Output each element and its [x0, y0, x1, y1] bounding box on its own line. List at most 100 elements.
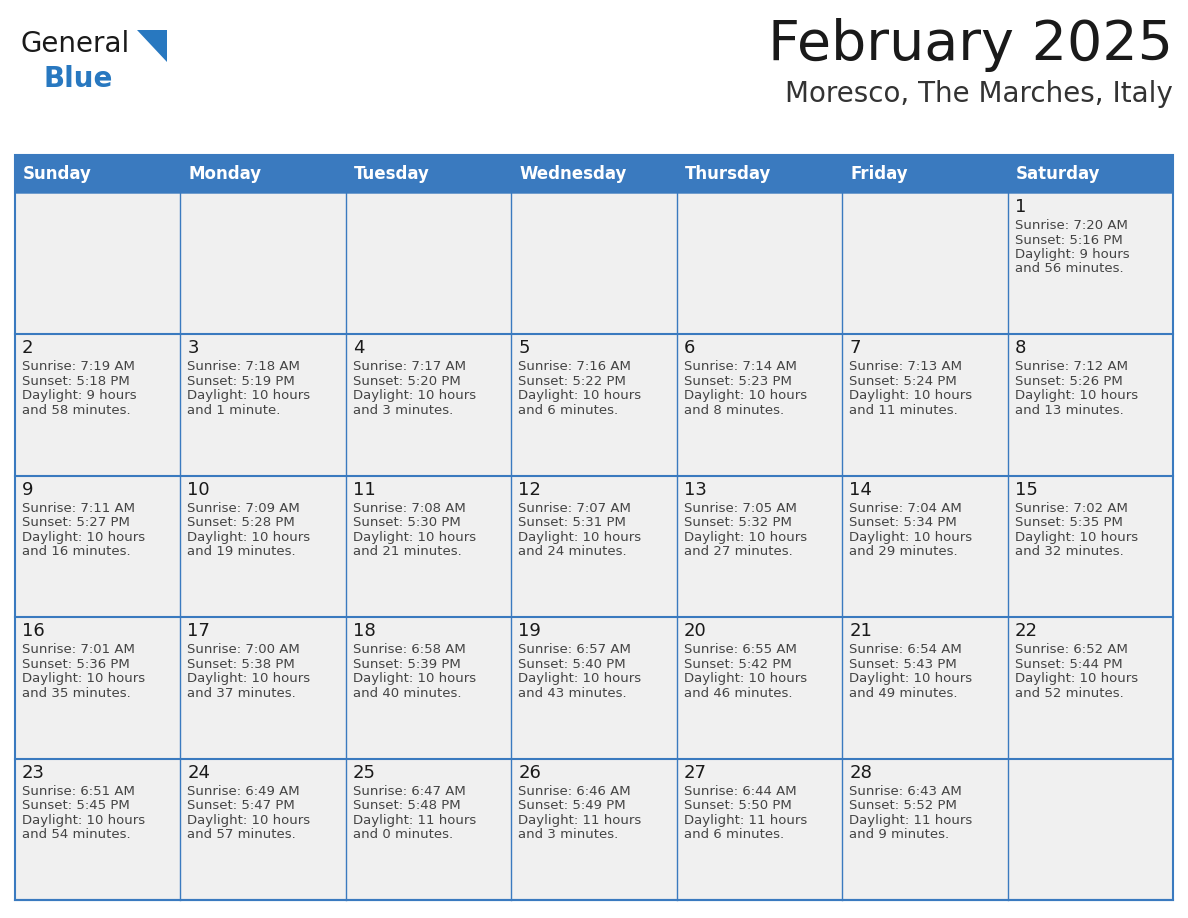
Text: February 2025: February 2025 — [767, 18, 1173, 72]
Text: and 9 minutes.: and 9 minutes. — [849, 828, 949, 841]
Text: Daylight: 10 hours: Daylight: 10 hours — [1015, 389, 1138, 402]
Bar — [842, 617, 1007, 758]
Bar — [842, 193, 1007, 334]
Bar — [1007, 617, 1173, 758]
Text: Daylight: 11 hours: Daylight: 11 hours — [353, 813, 476, 826]
Bar — [842, 155, 1007, 193]
Text: Daylight: 11 hours: Daylight: 11 hours — [849, 813, 973, 826]
Text: Sunset: 5:31 PM: Sunset: 5:31 PM — [518, 516, 626, 530]
Text: Daylight: 10 hours: Daylight: 10 hours — [518, 531, 642, 543]
Bar — [181, 155, 346, 193]
Text: Sunrise: 7:04 AM: Sunrise: 7:04 AM — [849, 502, 962, 515]
Text: Daylight: 10 hours: Daylight: 10 hours — [353, 389, 476, 402]
Text: and 57 minutes.: and 57 minutes. — [188, 828, 296, 841]
Text: 6: 6 — [684, 340, 695, 357]
Bar — [511, 476, 677, 617]
Text: Sunset: 5:40 PM: Sunset: 5:40 PM — [518, 657, 626, 671]
Text: Sunrise: 6:43 AM: Sunrise: 6:43 AM — [849, 785, 962, 798]
Bar — [677, 476, 842, 617]
Bar — [181, 334, 346, 476]
Bar — [842, 758, 1007, 900]
Text: and 0 minutes.: and 0 minutes. — [353, 828, 453, 841]
Text: Sunset: 5:43 PM: Sunset: 5:43 PM — [849, 657, 956, 671]
Bar — [1007, 758, 1173, 900]
Text: Sunrise: 6:49 AM: Sunrise: 6:49 AM — [188, 785, 301, 798]
Text: Daylight: 10 hours: Daylight: 10 hours — [1015, 531, 1138, 543]
Text: Daylight: 9 hours: Daylight: 9 hours — [1015, 248, 1130, 261]
Text: Sunrise: 6:57 AM: Sunrise: 6:57 AM — [518, 644, 631, 656]
Text: 3: 3 — [188, 340, 198, 357]
Bar — [511, 155, 677, 193]
Text: Sunrise: 7:01 AM: Sunrise: 7:01 AM — [23, 644, 135, 656]
Text: Sunrise: 7:00 AM: Sunrise: 7:00 AM — [188, 644, 301, 656]
Text: Sunrise: 6:51 AM: Sunrise: 6:51 AM — [23, 785, 135, 798]
Text: Sunrise: 7:05 AM: Sunrise: 7:05 AM — [684, 502, 797, 515]
Text: Sunrise: 7:20 AM: Sunrise: 7:20 AM — [1015, 219, 1127, 232]
Text: Sunrise: 6:44 AM: Sunrise: 6:44 AM — [684, 785, 796, 798]
Text: Sunrise: 6:55 AM: Sunrise: 6:55 AM — [684, 644, 797, 656]
Text: and 40 minutes.: and 40 minutes. — [353, 687, 461, 700]
Text: 5: 5 — [518, 340, 530, 357]
Text: Sunset: 5:19 PM: Sunset: 5:19 PM — [188, 375, 295, 388]
Bar — [1007, 193, 1173, 334]
Text: Moresco, The Marches, Italy: Moresco, The Marches, Italy — [785, 80, 1173, 108]
Text: and 6 minutes.: and 6 minutes. — [518, 404, 619, 417]
Text: 23: 23 — [23, 764, 45, 781]
Text: Sunrise: 7:12 AM: Sunrise: 7:12 AM — [1015, 361, 1127, 374]
Text: and 49 minutes.: and 49 minutes. — [849, 687, 958, 700]
Text: 2: 2 — [23, 340, 33, 357]
Bar — [181, 758, 346, 900]
Bar — [511, 758, 677, 900]
Text: 26: 26 — [518, 764, 542, 781]
Text: and 37 minutes.: and 37 minutes. — [188, 687, 296, 700]
Text: and 21 minutes.: and 21 minutes. — [353, 545, 462, 558]
Text: 11: 11 — [353, 481, 375, 498]
Text: Daylight: 10 hours: Daylight: 10 hours — [849, 389, 972, 402]
Text: and 35 minutes.: and 35 minutes. — [23, 687, 131, 700]
Text: Sunset: 5:38 PM: Sunset: 5:38 PM — [188, 657, 295, 671]
Bar — [842, 476, 1007, 617]
Text: 4: 4 — [353, 340, 365, 357]
Text: and 29 minutes.: and 29 minutes. — [849, 545, 958, 558]
Text: and 3 minutes.: and 3 minutes. — [353, 404, 453, 417]
Bar — [677, 155, 842, 193]
Text: 1: 1 — [1015, 198, 1026, 216]
Text: Sunday: Sunday — [23, 165, 91, 183]
Text: and 52 minutes.: and 52 minutes. — [1015, 687, 1124, 700]
Bar — [181, 617, 346, 758]
Text: Sunrise: 7:13 AM: Sunrise: 7:13 AM — [849, 361, 962, 374]
Text: Sunset: 5:45 PM: Sunset: 5:45 PM — [23, 799, 129, 812]
Text: Sunset: 5:32 PM: Sunset: 5:32 PM — [684, 516, 791, 530]
Text: Sunrise: 7:19 AM: Sunrise: 7:19 AM — [23, 361, 135, 374]
Polygon shape — [137, 30, 168, 62]
Text: Sunrise: 7:07 AM: Sunrise: 7:07 AM — [518, 502, 631, 515]
Text: Sunset: 5:48 PM: Sunset: 5:48 PM — [353, 799, 461, 812]
Text: Sunset: 5:36 PM: Sunset: 5:36 PM — [23, 657, 129, 671]
Text: Sunrise: 7:18 AM: Sunrise: 7:18 AM — [188, 361, 301, 374]
Text: General: General — [20, 30, 129, 58]
Text: Blue: Blue — [43, 65, 113, 93]
Text: 12: 12 — [518, 481, 542, 498]
Text: Sunset: 5:50 PM: Sunset: 5:50 PM — [684, 799, 791, 812]
Text: Daylight: 10 hours: Daylight: 10 hours — [353, 672, 476, 685]
Text: 18: 18 — [353, 622, 375, 640]
Bar — [346, 334, 511, 476]
Text: Daylight: 11 hours: Daylight: 11 hours — [684, 813, 807, 826]
Text: Daylight: 10 hours: Daylight: 10 hours — [188, 531, 310, 543]
Text: Sunset: 5:35 PM: Sunset: 5:35 PM — [1015, 516, 1123, 530]
Text: 14: 14 — [849, 481, 872, 498]
Bar — [346, 193, 511, 334]
Bar — [346, 155, 511, 193]
Text: and 8 minutes.: and 8 minutes. — [684, 404, 784, 417]
Text: and 24 minutes.: and 24 minutes. — [518, 545, 627, 558]
Text: and 58 minutes.: and 58 minutes. — [23, 404, 131, 417]
Text: Daylight: 10 hours: Daylight: 10 hours — [188, 389, 310, 402]
Bar — [346, 617, 511, 758]
Bar — [677, 617, 842, 758]
Bar — [1007, 334, 1173, 476]
Bar — [15, 193, 181, 334]
Text: Sunset: 5:34 PM: Sunset: 5:34 PM — [849, 516, 956, 530]
Bar — [677, 758, 842, 900]
Bar — [181, 476, 346, 617]
Text: Sunset: 5:49 PM: Sunset: 5:49 PM — [518, 799, 626, 812]
